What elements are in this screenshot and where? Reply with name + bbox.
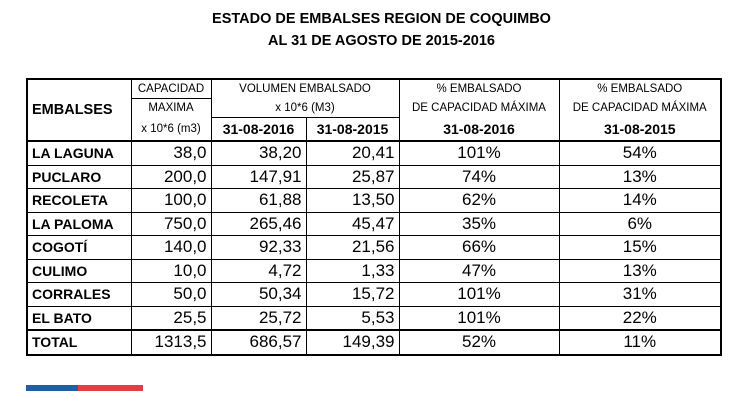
table-row: CORRALES 50,0 50,34 15,72 101% 31% [26, 282, 722, 307]
volume-2016: 265,46 [210, 211, 307, 236]
title-line-2: AL 31 DE AGOSTO DE 2015-2016 [267, 33, 495, 49]
percent-2016: 66% [398, 235, 560, 260]
reservoir-name: LA PALOMA [26, 211, 132, 236]
capacity: 100,0 [130, 188, 212, 213]
table-row: LA PALOMA 750,0 265,46 45,47 35% 6% [26, 211, 722, 236]
volume-2016: 686,57 [210, 329, 307, 355]
flag-bar-red [78, 385, 143, 391]
reservoir-name: PUCLARO [26, 164, 132, 189]
table-row: RECOLETA 100,0 61,88 13,50 62% 14% [26, 188, 722, 213]
capacity: 750,0 [130, 211, 212, 236]
volume-2016: 61,88 [210, 188, 307, 213]
percent-2016: 101% [398, 305, 560, 331]
flag-bar-blue [26, 385, 78, 391]
percent-2015: 54% [558, 140, 722, 166]
volume-2016: 92,33 [210, 235, 307, 260]
volume-2015: 45,47 [305, 211, 400, 236]
reservoir-name: COGOTÍ [26, 235, 132, 260]
header-volumen-unit: x 10*6 (M3) [210, 98, 400, 118]
header-pct-date-2016: 31-08-2016 [398, 117, 560, 142]
volume-2015: 149,39 [305, 329, 400, 355]
percent-2015: 14% [558, 188, 722, 213]
table-row: PUCLARO 200,0 147,91 25,87 74% 13% [26, 164, 722, 189]
reservoir-name: TOTAL [26, 329, 132, 355]
capacity: 50,0 [130, 282, 212, 307]
volume-2016: 38,20 [210, 140, 307, 166]
reservoir-name: EL BATO [26, 305, 132, 331]
volume-2016: 50,34 [210, 282, 307, 307]
capacity: 1313,5 [130, 329, 212, 355]
reservoir-name: CORRALES [26, 282, 132, 307]
percent-2016: 74% [398, 164, 560, 189]
percent-2016: 35% [398, 211, 560, 236]
title-line-1: ESTADO DE EMBALSES REGION DE COQUIMBO [212, 11, 551, 27]
volume-2015: 25,87 [305, 164, 400, 189]
header-pct-date-2015: 31-08-2015 [558, 117, 722, 142]
capacity: 25,5 [130, 305, 212, 331]
percent-2016: 52% [398, 329, 560, 355]
header-capacidad: CAPACIDAD [130, 78, 212, 99]
percent-2016: 62% [398, 188, 560, 213]
reservoir-name: LA LAGUNA [26, 140, 132, 166]
capacity: 10,0 [130, 258, 212, 283]
reservoir-table: EMBALSES CAPACIDAD VOLUMEN EMBALSADO % E… [26, 78, 722, 356]
volume-2015: 20,41 [305, 140, 400, 166]
volume-2016: 4,72 [210, 258, 307, 283]
capacity: 140,0 [130, 235, 212, 260]
header-pct-2015: % EMBALSADO [558, 78, 722, 99]
volume-2015: 5,53 [305, 305, 400, 331]
reservoir-name: RECOLETA [26, 188, 132, 213]
volume-2015: 21,56 [305, 235, 400, 260]
header-embalses: EMBALSES [26, 78, 132, 142]
capacity: 38,0 [130, 140, 212, 166]
header-capacidad-unit: x 10*6 (m3) [130, 117, 212, 142]
volume-2015: 15,72 [305, 282, 400, 307]
percent-2015: 31% [558, 282, 722, 307]
percent-2015: 22% [558, 305, 722, 331]
table-row: EL BATO 25,5 25,72 5,53 101% 22% [26, 305, 722, 331]
header-pct-sub-2016: DE CAPACIDAD MÁXIMA [398, 98, 560, 117]
volume-2016: 25,72 [210, 305, 307, 331]
percent-2016: 101% [398, 140, 560, 166]
capacity: 200,0 [130, 164, 212, 189]
header-date-2016: 31-08-2016 [210, 116, 307, 142]
percent-2015: 13% [558, 164, 722, 189]
header-date-2015: 31-08-2015 [305, 116, 400, 142]
table-row: COGOTÍ 140,0 92,33 21,56 66% 15% [26, 235, 722, 260]
volume-2016: 147,91 [210, 164, 307, 189]
percent-2015: 11% [558, 329, 722, 355]
percent-2015: 15% [558, 235, 722, 260]
table-row: LA LAGUNA 38,0 38,20 20,41 101% 54% [26, 140, 722, 166]
header-volumen: VOLUMEN EMBALSADO [210, 78, 400, 99]
total-row: TOTAL 1313,5 686,57 149,39 52% 11% [26, 329, 722, 355]
volume-2015: 1,33 [305, 258, 400, 283]
volume-2015: 13,50 [305, 188, 400, 213]
percent-2016: 101% [398, 282, 560, 307]
header-pct-2016: % EMBALSADO [398, 78, 560, 99]
percent-2015: 13% [558, 258, 722, 283]
percent-2016: 47% [398, 258, 560, 283]
header-maxima: MAXIMA [130, 98, 212, 117]
reservoir-name: CULIMO [26, 258, 132, 283]
table-row: CULIMO 10,0 4,72 1,33 47% 13% [26, 258, 722, 283]
header-pct-sub-2015: DE CAPACIDAD MÁXIMA [558, 98, 722, 117]
percent-2015: 6% [558, 211, 722, 236]
